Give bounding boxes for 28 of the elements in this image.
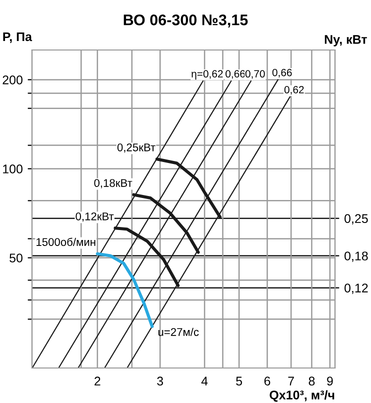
y-tick-label: 100 [3, 164, 22, 174]
y2-tick-label: 0,12 [344, 284, 368, 294]
x-tick-label: 3 [157, 376, 164, 386]
annotation: η=0,62 [192, 70, 223, 80]
series-label: 0,12кВт [76, 212, 114, 222]
annotation: 0,66 [226, 70, 245, 79]
series-label: 0,18кВт [94, 179, 132, 188]
y2-tick-label: 0,18 [344, 252, 368, 262]
x-tick-label: 6 [264, 376, 270, 386]
series-label: 1500об/мин [36, 238, 96, 246]
x-tick-label: 8 [308, 376, 315, 386]
annotation: 0,62 [284, 86, 304, 95]
series-label: 0,25кВт [117, 143, 156, 153]
y2-axis-title: Ny, кВт [324, 35, 367, 46]
y2-tick-label: 0,25 [344, 214, 368, 224]
x-axis-title: Qx10³, м³/ч [270, 390, 334, 402]
x-tick-label: 9 [327, 376, 333, 386]
x-tick-label: 5 [236, 376, 242, 386]
x-tick-label: 7 [288, 376, 294, 386]
x-tick-label: 2 [94, 376, 100, 386]
annotation: u=27м/с [158, 328, 199, 336]
x-tick-label: 4 [201, 376, 208, 386]
y-tick-label: 200 [2, 75, 22, 84]
chart-title: ВО 06-300 №3,15 [124, 14, 248, 28]
annotation: 0,70 [245, 70, 265, 79]
y-axis-title: P, Па [3, 32, 32, 43]
annotation: 0,66 [272, 68, 292, 78]
y-tick-label: 50 [10, 254, 22, 262]
